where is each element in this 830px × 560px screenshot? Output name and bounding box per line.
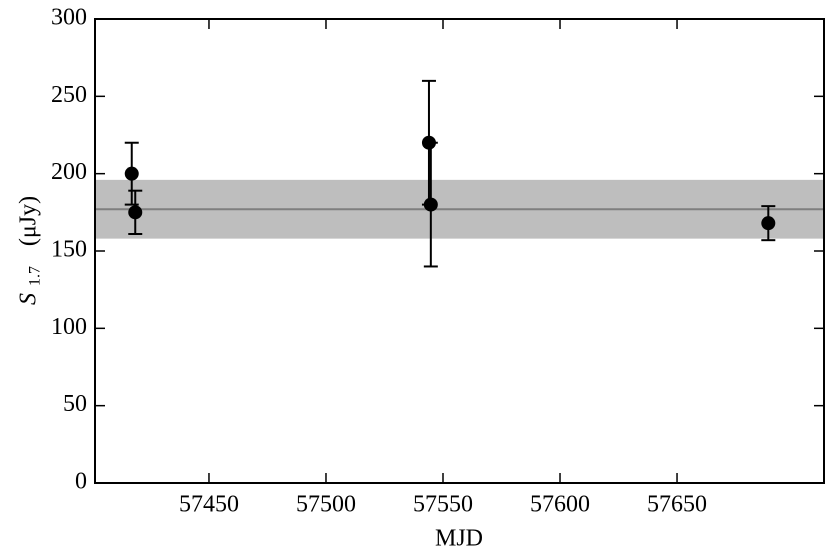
point bbox=[124, 166, 139, 181]
y-label-subscript: 1.7 bbox=[27, 266, 44, 286]
x-tick-label: 57450 bbox=[179, 492, 239, 518]
x-tick-label: 57500 bbox=[296, 492, 356, 518]
y-axis-label: S 1.7 (μJy) bbox=[16, 196, 44, 305]
x-axis-label: MJD bbox=[435, 526, 483, 552]
y-tick-label: 50 bbox=[63, 391, 87, 417]
y-tick-label: 300 bbox=[51, 5, 87, 31]
x-tick-label: 57550 bbox=[413, 492, 473, 518]
point bbox=[761, 216, 776, 231]
y-tick-label: 200 bbox=[51, 159, 87, 185]
point bbox=[423, 197, 438, 212]
y-tick-label: 250 bbox=[51, 82, 87, 108]
x-tick-label: 57600 bbox=[530, 492, 590, 518]
x-tick-label: 57650 bbox=[647, 492, 707, 518]
y-tick-label: 100 bbox=[51, 314, 87, 340]
y-tick-label: 150 bbox=[51, 237, 87, 263]
point bbox=[128, 205, 143, 220]
y-label-symbol: S bbox=[16, 293, 42, 305]
y-label-unit: (μJy) bbox=[16, 196, 42, 246]
plot-frame bbox=[94, 18, 825, 484]
y-tick-label: 0 bbox=[75, 469, 87, 495]
